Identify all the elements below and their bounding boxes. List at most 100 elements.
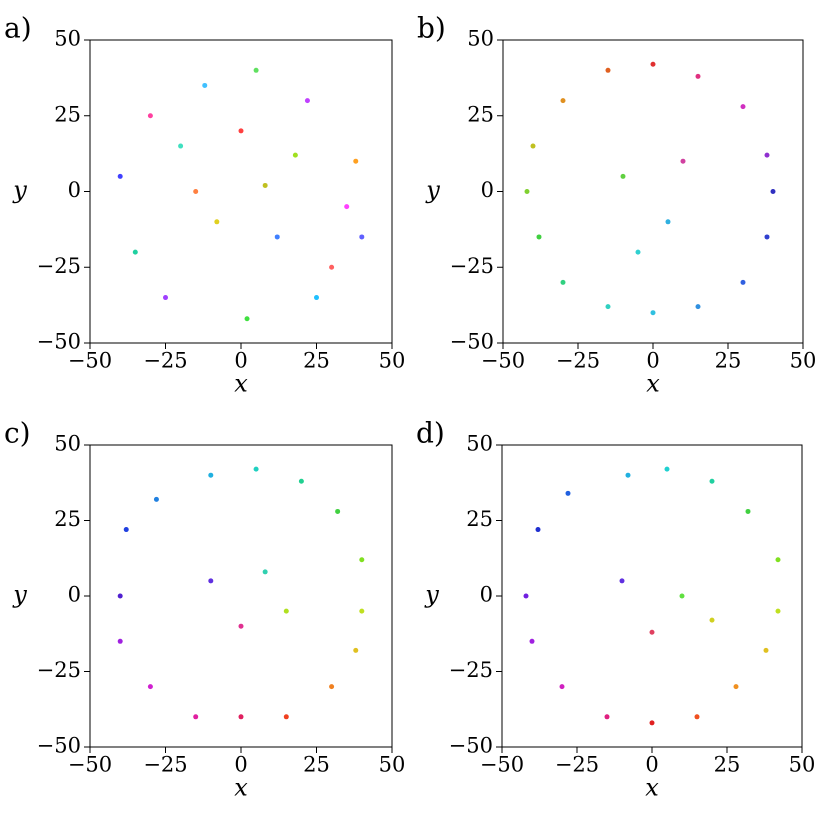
- x-tick-label: −50: [481, 349, 525, 373]
- point: [620, 173, 626, 179]
- point: [314, 295, 319, 301]
- y-axis-label: y: [12, 581, 27, 609]
- point: [764, 234, 770, 240]
- panel-label: a): [4, 12, 32, 45]
- x-tick-label: −50: [480, 753, 524, 777]
- point: [163, 295, 168, 301]
- point: [536, 234, 542, 240]
- panel-label: d): [416, 417, 445, 450]
- y-tick-label: 25: [466, 507, 493, 531]
- x-axis-label: x: [234, 774, 248, 802]
- point: [649, 629, 655, 635]
- point: [193, 714, 199, 720]
- x-tick-label: −50: [68, 753, 112, 777]
- y-axis-label: y: [12, 176, 27, 204]
- x-tick-label: 0: [234, 349, 247, 373]
- point: [283, 608, 289, 614]
- point: [214, 219, 220, 225]
- x-axis-label: x: [645, 774, 659, 802]
- point: [775, 557, 781, 563]
- point: [694, 714, 700, 720]
- point: [153, 496, 159, 502]
- point: [733, 684, 739, 690]
- point: [304, 98, 310, 104]
- point: [262, 182, 268, 188]
- plot-frame: [502, 39, 804, 344]
- x-tick-label: 25: [714, 753, 741, 777]
- x-tick-label: 50: [379, 753, 406, 777]
- point: [353, 158, 359, 164]
- point: [359, 557, 365, 563]
- x-tick-label: 25: [303, 753, 330, 777]
- point: [565, 490, 571, 496]
- point: [605, 67, 611, 73]
- y-tick-label: 25: [54, 507, 81, 531]
- point: [208, 472, 214, 478]
- y-tick-label: −50: [37, 330, 81, 354]
- point: [695, 73, 701, 79]
- point: [202, 82, 208, 88]
- x-tick-label: 25: [715, 349, 742, 373]
- y-tick-label: 50: [466, 432, 493, 456]
- point: [238, 128, 244, 134]
- x-axis-label: x: [646, 370, 660, 398]
- point: [359, 234, 365, 240]
- point: [117, 638, 123, 644]
- point: [238, 623, 244, 629]
- point: [770, 189, 776, 194]
- point: [123, 527, 129, 533]
- x-tick-label: 0: [646, 349, 659, 373]
- point: [535, 527, 541, 533]
- point: [283, 714, 289, 720]
- plot-frame: [501, 444, 803, 748]
- y-tick-label: 50: [467, 27, 494, 51]
- x-tick-label: 25: [303, 349, 330, 373]
- y-tick-label: 0: [480, 583, 493, 607]
- point: [353, 647, 359, 653]
- x-tick-label: −25: [555, 753, 599, 777]
- point: [560, 98, 566, 104]
- point: [244, 316, 250, 322]
- y-tick-label: 25: [467, 102, 494, 126]
- point: [625, 472, 631, 478]
- y-tick-label: 0: [68, 178, 81, 202]
- point: [238, 714, 244, 720]
- point: [664, 466, 670, 472]
- point: [709, 617, 715, 623]
- y-tick-label: 50: [54, 432, 81, 456]
- point: [680, 158, 686, 164]
- panel-label: c): [4, 417, 31, 450]
- x-tick-label: 0: [645, 753, 658, 777]
- x-tick-label: 50: [379, 349, 406, 373]
- point: [775, 608, 781, 614]
- point: [665, 219, 671, 225]
- x-tick-label: −50: [68, 349, 112, 373]
- point: [344, 204, 350, 210]
- point: [178, 143, 184, 149]
- point: [529, 638, 535, 644]
- point: [604, 714, 610, 720]
- point: [635, 249, 641, 255]
- point: [764, 152, 770, 158]
- point: [329, 684, 335, 690]
- x-tick-label: −25: [143, 753, 187, 777]
- x-axis-label: x: [234, 370, 248, 398]
- point: [740, 279, 746, 285]
- point: [763, 647, 769, 653]
- y-tick-label: −50: [450, 330, 494, 354]
- point: [298, 478, 304, 484]
- point: [335, 508, 341, 514]
- point: [559, 684, 565, 690]
- point: [117, 173, 123, 179]
- point: [650, 310, 656, 316]
- point: [560, 279, 566, 285]
- y-tick-label: −25: [37, 254, 81, 278]
- point: [359, 608, 365, 614]
- point: [619, 578, 625, 584]
- point: [262, 569, 268, 575]
- y-tick-label: 0: [481, 178, 494, 202]
- y-tick-label: −50: [449, 734, 493, 758]
- y-tick-label: −25: [449, 658, 493, 682]
- y-axis-label: y: [425, 176, 440, 204]
- panel-label: b): [417, 12, 446, 45]
